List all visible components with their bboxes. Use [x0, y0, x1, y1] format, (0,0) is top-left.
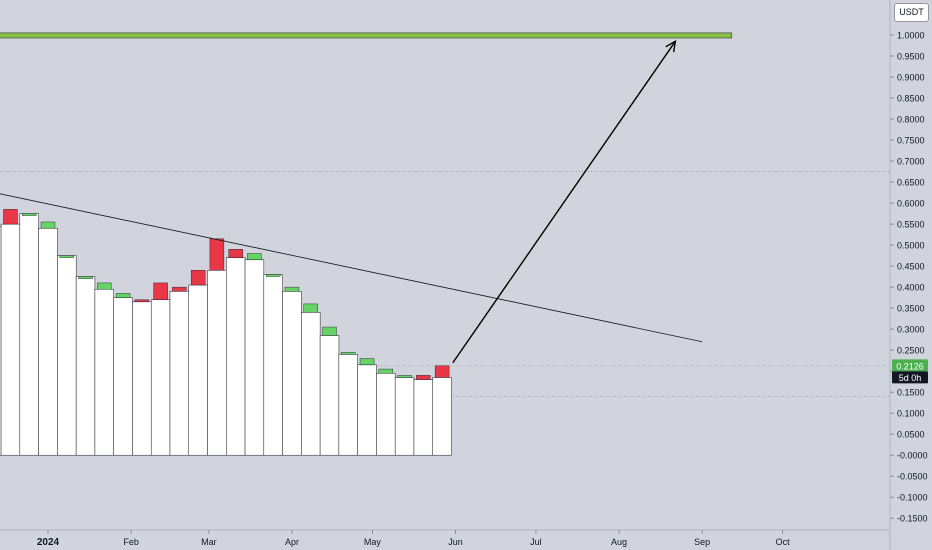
- candle: [134, 299, 150, 303]
- y-tick-label: 0.1000: [897, 409, 925, 419]
- x-tick-label: May: [364, 537, 382, 547]
- step-bar: [226, 257, 246, 456]
- y-tick-label: 0.2500: [897, 346, 925, 356]
- y-tick-label: -0.1500: [897, 514, 928, 524]
- y-tick-label: 0.6000: [897, 199, 925, 209]
- step-bar: [413, 379, 433, 456]
- candle: [97, 282, 112, 290]
- y-tick-label: 0.1500: [897, 388, 925, 398]
- candle: [378, 368, 394, 374]
- y-tick-label: 0.7000: [897, 157, 925, 167]
- y-tick-label: 0.8500: [897, 94, 925, 104]
- candle: [209, 238, 225, 271]
- y-tick-label: 0.3500: [897, 304, 925, 314]
- step-bar: [319, 335, 340, 456]
- step-bar: [0, 223, 21, 456]
- step-bar: [282, 291, 302, 456]
- candle: [303, 303, 318, 313]
- last-price-label: 0.2126: [896, 361, 924, 371]
- candle: [228, 249, 243, 258]
- y-tick-label: 1.0000: [897, 31, 925, 41]
- candle: [22, 213, 37, 216]
- countdown-label-bg: [892, 371, 928, 384]
- y-tick-label: 0.0500: [897, 430, 925, 440]
- y-tick-label: 0.8000: [897, 115, 925, 125]
- y-tick-label: 0.5500: [897, 220, 925, 230]
- candle: [40, 221, 56, 229]
- y-tick-label: 0.4500: [897, 262, 925, 272]
- step-bar: [338, 354, 358, 456]
- y-tick-label: 0.4000: [897, 283, 925, 293]
- candle: [172, 286, 187, 292]
- step-bar: [263, 274, 283, 456]
- target-zone: [0, 32, 733, 39]
- candle: [153, 282, 168, 300]
- last-price-label-bg: [892, 359, 928, 372]
- y-tick-label: 0.9500: [897, 52, 925, 62]
- y-tick-label: 0.5000: [897, 241, 925, 251]
- step-bar: [94, 288, 114, 456]
- candle: [247, 253, 262, 261]
- step-bar: [207, 270, 227, 456]
- plot-area: [0, 32, 890, 456]
- step-bar: [132, 301, 152, 456]
- x-tick-label: Feb: [123, 537, 139, 547]
- x-tick-label: Sep: [694, 537, 710, 547]
- step-bar: [113, 297, 133, 456]
- step-bar: [301, 312, 321, 456]
- step-bar: [150, 299, 171, 456]
- trendline: [0, 193, 703, 343]
- candle: [59, 255, 74, 258]
- step-bar: [394, 377, 415, 456]
- step-bar: [169, 291, 190, 456]
- candle: [190, 270, 206, 286]
- candle: [341, 352, 356, 355]
- y-tick-label: -0.1000: [897, 493, 928, 503]
- y-tick-label: -0.0000: [897, 451, 928, 461]
- y-tick-label: -0.0500: [897, 472, 928, 482]
- x-tick-label: 2024: [37, 537, 60, 548]
- arrow-head: [665, 39, 677, 53]
- step-bar: [57, 255, 77, 456]
- countdown-label: 5d 0h: [899, 373, 922, 383]
- step-bar: [244, 259, 265, 456]
- x-tick-label: Jul: [530, 537, 542, 547]
- x-tick-label: Apr: [285, 537, 299, 547]
- step-bar: [19, 213, 39, 456]
- candle: [359, 358, 375, 366]
- step-bar: [188, 284, 208, 456]
- candle: [115, 293, 131, 298]
- candle: [284, 286, 300, 292]
- x-tick-label: Aug: [611, 537, 627, 547]
- y-tick-label: 0.6500: [897, 178, 925, 188]
- x-tick-label: Jun: [448, 537, 463, 547]
- x-tick-label: Oct: [776, 537, 791, 547]
- step-bar: [376, 373, 396, 456]
- y-tick-label: 0.3000: [897, 325, 925, 335]
- step-bar: [38, 228, 58, 456]
- projection-arrow: [452, 40, 676, 364]
- candle: [434, 365, 450, 378]
- candle: [416, 375, 431, 380]
- y-tick-label: 0.7500: [897, 136, 925, 146]
- candle: [266, 274, 281, 277]
- candle: [3, 209, 18, 225]
- step-bar: [357, 364, 377, 456]
- candle: [78, 276, 93, 279]
- y-tick-label: 0.9000: [897, 73, 925, 83]
- candle: [397, 375, 412, 378]
- step-bar: [75, 276, 96, 456]
- step-bar: [432, 377, 452, 456]
- currency-badge[interactable]: USDT: [894, 3, 929, 22]
- candle: [322, 326, 337, 336]
- x-tick-label: Mar: [201, 537, 217, 547]
